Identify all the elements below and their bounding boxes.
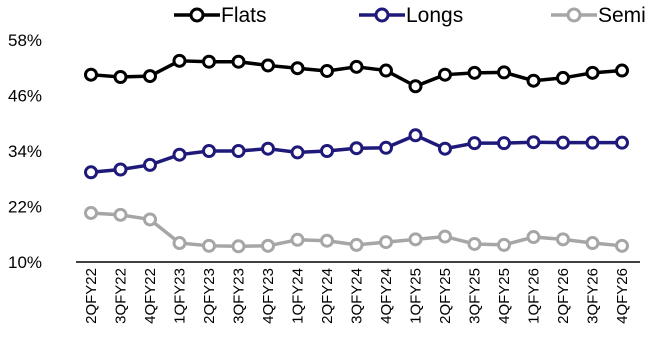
data-point (113, 207, 128, 222)
data-point (261, 58, 275, 73)
legend-item-flats: Flats (174, 4, 267, 27)
x-tick-label: 2QFY26 (555, 268, 572, 324)
x-tick-label: 4QFY26 (614, 268, 631, 324)
data-point (379, 140, 393, 155)
data-point (438, 229, 452, 244)
data-point (202, 54, 216, 69)
data-point (438, 67, 452, 82)
data-point (467, 136, 482, 151)
y-tick-label: 46% (8, 87, 42, 106)
legend-label: Semis (598, 4, 645, 27)
data-point (172, 147, 187, 162)
x-tick-label: 4QFY22 (142, 268, 159, 324)
data-point (526, 230, 541, 245)
x-tick-label: 1QFY26 (526, 268, 543, 324)
x-tick-label: 2QFY23 (201, 268, 218, 324)
data-point (467, 65, 482, 80)
x-tick-label: 4QFY25 (496, 268, 513, 324)
data-point (143, 212, 157, 227)
x-tick-label: 4QFY24 (378, 268, 395, 324)
data-point (526, 73, 541, 88)
data-point (202, 238, 216, 253)
data-point (172, 53, 187, 68)
x-tick-label: 4QFY23 (260, 268, 277, 324)
legend-item-semis: Semis (551, 4, 645, 27)
x-tick-label: 3QFY22 (113, 268, 130, 324)
data-point (467, 236, 482, 251)
x-tick-label: 2QFY25 (437, 268, 454, 324)
x-axis: 2QFY22 3QFY22 4QFY22 1QFY23 2QFY23 3QFY23 4QFY… (76, 261, 640, 324)
data-point (615, 135, 629, 150)
data-point (615, 238, 629, 253)
data-point (143, 157, 157, 172)
data-point (585, 135, 600, 150)
data-point (556, 135, 570, 150)
data-point (349, 141, 364, 156)
legend-item-longs: Longs (359, 4, 463, 27)
data-point (113, 70, 128, 84)
y-tick-label: 22% (8, 198, 42, 217)
data-point (320, 63, 334, 78)
plot-area (84, 53, 629, 254)
data-point (497, 136, 511, 151)
data-point (585, 65, 600, 80)
data-point (438, 141, 452, 156)
y-tick-label: 10% (8, 253, 42, 272)
data-point (379, 63, 393, 78)
data-point (202, 144, 216, 158)
data-point (261, 238, 275, 253)
data-point (585, 236, 600, 251)
data-point (349, 59, 364, 74)
data-point (290, 61, 305, 76)
series-semis (84, 205, 629, 254)
x-tick-label: 2QFY24 (319, 268, 336, 324)
data-point (615, 63, 629, 78)
data-point (172, 236, 187, 251)
data-point (84, 205, 98, 220)
data-point (84, 67, 98, 82)
data-point (556, 70, 570, 85)
legend-marker (189, 7, 205, 23)
data-point (497, 65, 511, 80)
data-point (290, 232, 305, 247)
data-point (84, 165, 98, 180)
data-point (556, 232, 570, 247)
x-tick-label: 3QFY26 (585, 268, 602, 324)
y-tick-label: 58% (8, 31, 42, 50)
legend-marker (374, 7, 390, 23)
data-point (408, 79, 423, 94)
x-tick-label: 1QFY25 (408, 268, 425, 324)
y-tick-label: 34% (8, 142, 42, 161)
data-point (497, 237, 511, 252)
x-tick-label: 1QFY24 (290, 268, 307, 324)
data-point (261, 141, 275, 156)
data-point (290, 145, 305, 160)
data-point (113, 162, 128, 177)
data-point (349, 237, 364, 252)
legend-label: Longs (406, 4, 463, 27)
x-tick-label: 3QFY23 (231, 268, 248, 324)
data-point (408, 232, 423, 247)
data-point (526, 135, 541, 150)
x-tick-label: 1QFY23 (172, 268, 189, 324)
data-point (231, 144, 246, 158)
data-point (143, 69, 157, 84)
legend-label: Flats (221, 4, 267, 27)
data-point (231, 54, 246, 69)
legend: Flats Longs Semis (174, 4, 645, 27)
data-point (379, 235, 393, 250)
data-point (408, 128, 423, 143)
x-tick-label: 2QFY22 (83, 268, 100, 324)
y-axis: 10% 22% 34% 46% 58% (8, 31, 42, 272)
series-longs (84, 128, 629, 180)
x-tick-label: 3QFY24 (349, 268, 366, 324)
legend-marker (566, 7, 582, 23)
series-flats (84, 53, 629, 94)
x-tick-label: 3QFY25 (467, 268, 484, 324)
data-point (320, 233, 334, 248)
data-point (231, 239, 246, 254)
data-point (320, 144, 334, 158)
